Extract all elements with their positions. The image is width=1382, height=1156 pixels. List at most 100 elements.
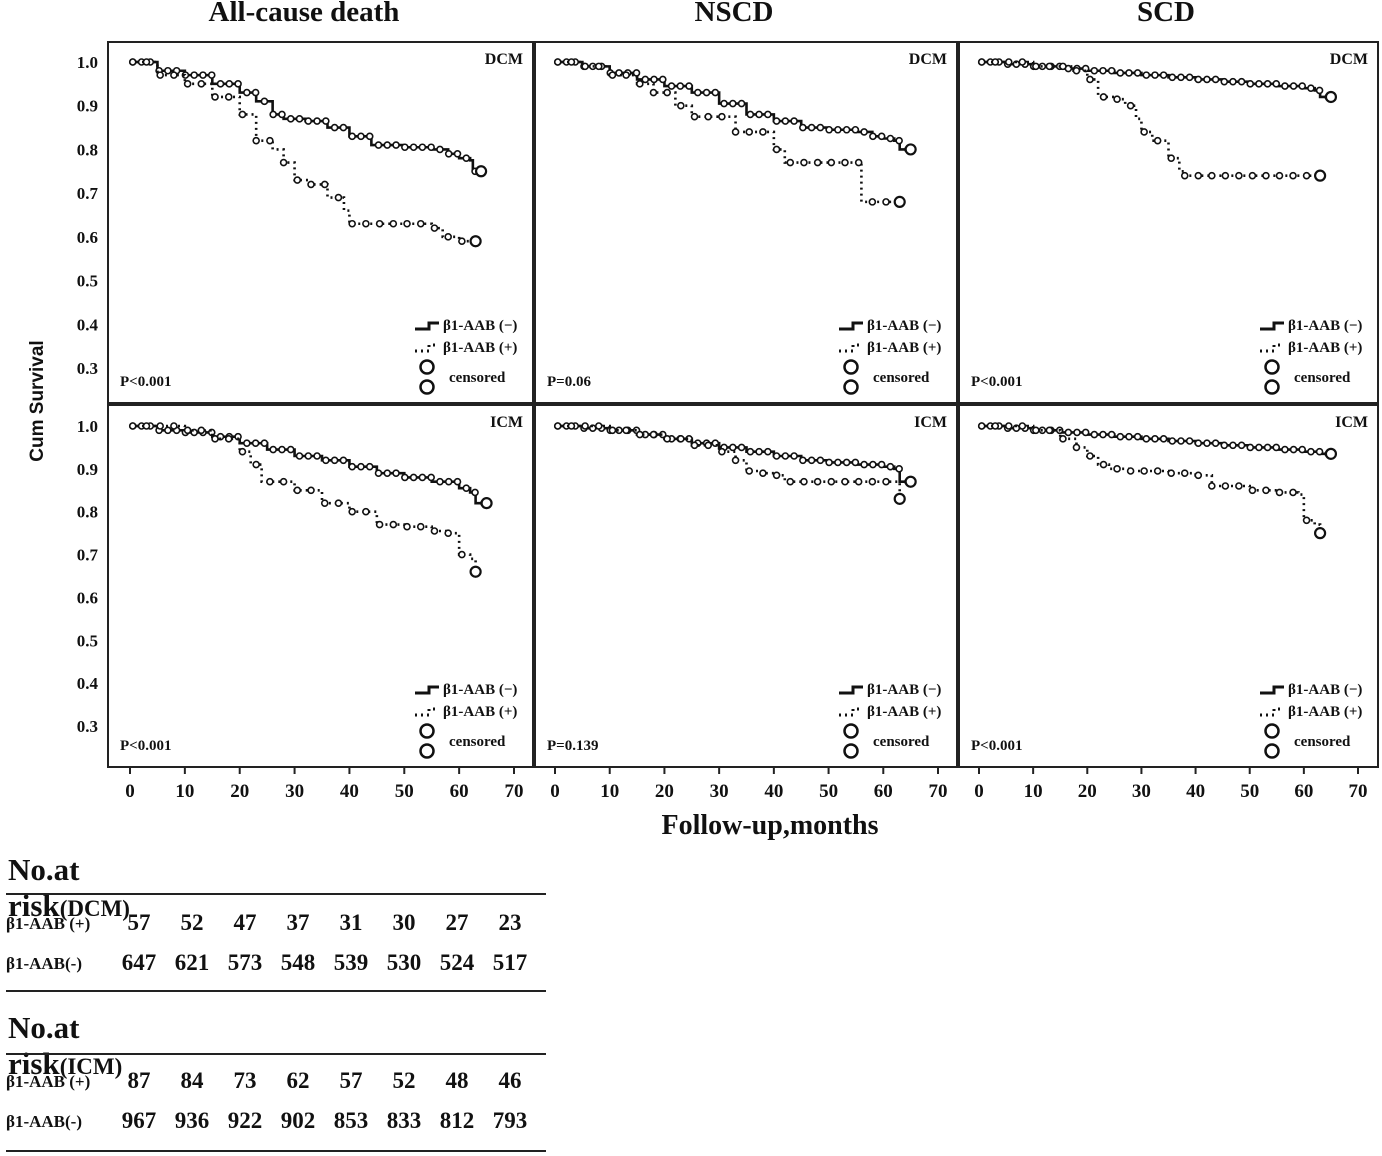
legend-censor-marker	[1264, 359, 1280, 375]
censor-marker	[453, 477, 462, 486]
censor-marker	[252, 460, 260, 469]
censor-marker	[357, 462, 365, 471]
censor-marker	[622, 426, 630, 435]
censor-marker	[1177, 437, 1185, 445]
censor-marker	[854, 477, 863, 486]
risk-cell: 62	[286, 1068, 310, 1093]
censor-marker	[1281, 445, 1289, 454]
group-label: DCM	[1330, 51, 1368, 68]
censor-marker	[991, 422, 1000, 430]
y-tick-label: 1.0	[77, 417, 98, 436]
panel-frame	[958, 41, 1379, 404]
censor-marker	[252, 136, 260, 145]
censor-marker	[383, 141, 392, 149]
risk-cell: 902	[280, 1108, 316, 1133]
censor-marker	[786, 477, 795, 486]
censor-marker	[1018, 58, 1027, 66]
row-label: β1-AAB(-)	[6, 1112, 82, 1131]
censor-marker	[1203, 439, 1211, 447]
x-tick-label: 70	[929, 781, 948, 800]
risk-table-subtitle: (ICM)	[59, 1054, 123, 1079]
censor-marker	[1140, 128, 1148, 136]
censor-marker	[444, 150, 453, 158]
censor-marker	[418, 143, 427, 152]
censor-marker	[357, 132, 365, 141]
censor-marker	[676, 82, 685, 90]
censor-marker	[711, 88, 720, 97]
censor-marker	[1133, 432, 1142, 441]
censor-marker	[374, 141, 383, 149]
censor-marker	[772, 145, 781, 154]
km-curve-pos	[555, 60, 900, 204]
censor-marker	[1159, 435, 1168, 443]
censor-marker	[1272, 80, 1281, 88]
censor-marker	[877, 460, 886, 469]
x-tick-label: 10	[175, 781, 194, 800]
censor-marker	[772, 452, 781, 460]
risk-cell: 37	[286, 910, 310, 935]
x-tick-label: 0	[550, 781, 560, 800]
censor-marker	[1315, 86, 1324, 95]
censor-marker	[1086, 452, 1094, 460]
p-value: P=0.139	[547, 738, 598, 754]
censor-marker	[1255, 443, 1263, 452]
censor-marker	[365, 132, 374, 141]
censor-marker	[704, 112, 713, 121]
censor-marker	[1032, 426, 1040, 435]
legend-censor-marker	[1264, 379, 1280, 395]
p-value: P<0.001	[971, 374, 1022, 390]
censor-marker	[462, 484, 471, 492]
legend-censor-marker	[419, 359, 435, 375]
censor-marker	[430, 527, 439, 535]
censor-marker	[418, 473, 427, 482]
x-tick-label: 30	[1132, 781, 1151, 800]
censor-marker	[170, 71, 178, 79]
censor-marker	[313, 117, 321, 125]
censor-marker	[348, 462, 356, 471]
censor-marker	[286, 445, 295, 454]
censor-marker	[702, 88, 711, 97]
legend-label-censored: censored	[873, 734, 930, 750]
censor-marker	[745, 467, 754, 475]
censor-marker	[1221, 482, 1230, 490]
censor-marker	[834, 458, 842, 467]
censor-marker	[816, 123, 825, 132]
censor-marker	[1289, 445, 1298, 454]
x-tick-label: 20	[655, 781, 674, 800]
censor-marker	[1090, 430, 1099, 439]
censor-marker	[851, 458, 860, 467]
risk-cell: 812	[439, 1108, 475, 1133]
legend-label-neg: β1-AAB (−)	[867, 318, 941, 334]
column-title-scd: SCD	[1136, 0, 1195, 28]
censor-marker	[608, 426, 617, 435]
risk-cell: 84	[180, 1068, 204, 1093]
legend-label-neg: β1-AAB (−)	[443, 318, 517, 334]
censor-marker	[1255, 80, 1263, 88]
risk-cell: 31	[339, 910, 363, 935]
risk-cell: 530	[386, 950, 422, 975]
legend-label-censored: censored	[1294, 370, 1351, 386]
censor-marker	[755, 447, 763, 456]
risk-cell: 548	[280, 950, 316, 975]
censor-marker	[224, 435, 233, 443]
censor-marker	[842, 125, 851, 134]
risk-cell: 57	[127, 910, 151, 935]
x-tick-label: 50	[1240, 781, 1259, 800]
censor-marker	[266, 477, 274, 486]
p-value: P<0.001	[120, 738, 171, 754]
panel-frame	[534, 41, 958, 404]
censor-marker	[1159, 71, 1168, 79]
censor-marker	[458, 237, 466, 246]
divider	[6, 990, 546, 992]
censor-marker	[869, 460, 877, 469]
censor-marker	[649, 88, 658, 97]
legend-censor-marker	[843, 379, 859, 395]
censor-marker	[1126, 467, 1135, 475]
censor-marker-end	[904, 143, 917, 156]
censor-marker	[632, 69, 641, 77]
censor-marker	[759, 469, 767, 477]
x-tick-label: 60	[874, 781, 893, 800]
censor-marker	[704, 441, 713, 450]
x-tick-label: 50	[395, 781, 414, 800]
x-tick-label: 10	[600, 781, 619, 800]
